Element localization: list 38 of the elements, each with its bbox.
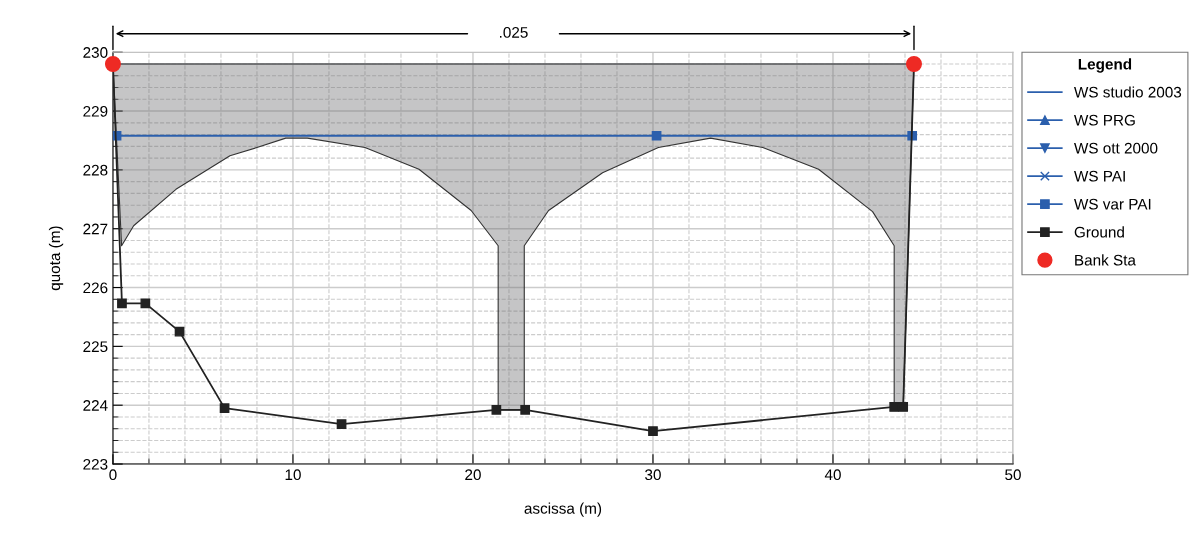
legend-label: Bank Sta <box>1075 254 1136 266</box>
x-tick-label: 20 <box>465 469 481 481</box>
x-tick-label: 10 <box>285 469 301 481</box>
point <box>336 419 347 429</box>
x-axis-title: ascissa (m) <box>524 502 602 517</box>
y-tick-label: 225 <box>83 341 108 353</box>
legend-label: WS PRG <box>1074 114 1135 126</box>
point <box>520 405 531 415</box>
x-tick-label: 40 <box>824 469 841 481</box>
point <box>906 56 922 72</box>
point <box>651 130 662 141</box>
legend-title: Legend <box>1078 58 1132 73</box>
point <box>898 402 909 412</box>
x-tick-label: 30 <box>645 469 661 481</box>
x-tick-label: 0 <box>109 469 117 481</box>
y-axis-title: quota (m) <box>48 226 64 291</box>
y-tick-label: 226 <box>83 282 108 294</box>
legend-label: WS ott 2000 <box>1074 142 1158 154</box>
y-tick-label: 229 <box>83 105 108 117</box>
y-tick-label: 224 <box>83 400 108 411</box>
y-tick-label: 230 <box>83 47 108 58</box>
point <box>174 326 185 337</box>
point <box>104 56 121 72</box>
y-tick-label: 227 <box>83 223 108 235</box>
point <box>140 298 151 309</box>
y-tick-label: 223 <box>83 458 108 470</box>
y-tick-label: 228 <box>83 164 108 176</box>
x-tick-label: 50 <box>1005 469 1021 481</box>
legend-label: WS studio 2003 <box>1074 86 1182 98</box>
legend-label: Ground <box>1074 226 1124 238</box>
text: .025 <box>500 26 528 38</box>
legend-label: WS PAI <box>1074 170 1125 182</box>
point <box>219 403 230 414</box>
legend-label: WS var PAI <box>1074 198 1151 210</box>
point <box>491 405 502 415</box>
point <box>648 426 658 436</box>
point <box>889 402 900 412</box>
point <box>117 298 127 309</box>
